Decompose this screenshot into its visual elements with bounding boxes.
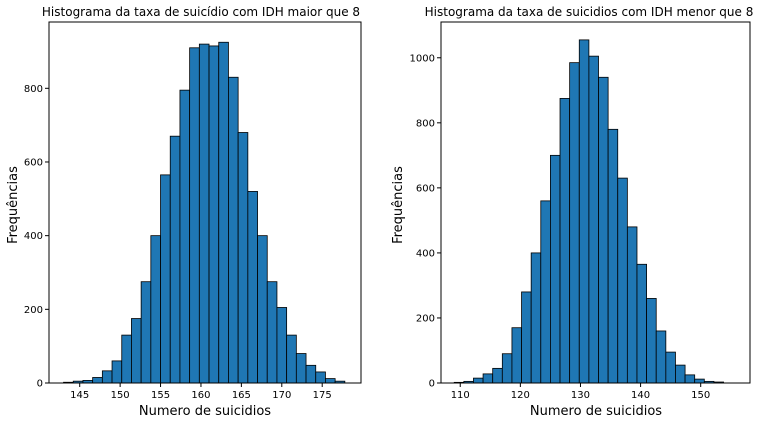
- y-tick-label: 200: [24, 305, 43, 316]
- histogram-bar: [655, 330, 667, 384]
- chart-title: Histograma da taxa de suicídio com IDH m…: [42, 5, 360, 19]
- histogram-bar: [140, 281, 152, 384]
- histogram-bar: [511, 327, 522, 384]
- histogram-bar: [569, 62, 580, 384]
- histogram-bar: [286, 334, 297, 384]
- histogram-bar: [473, 377, 484, 384]
- y-tick-label: 600: [416, 183, 435, 194]
- x-tick-label: 110: [451, 390, 470, 401]
- histogram-bar: [540, 200, 551, 384]
- histogram-bar: [325, 378, 336, 384]
- histogram-bar: [198, 43, 210, 384]
- chart-idh-menor: Histograma da taxa de suicidios com IDH …: [391, 5, 753, 419]
- histogram-bar: [646, 298, 657, 384]
- x-tick-label: 140: [631, 390, 650, 401]
- histogram-bar: [160, 174, 171, 384]
- histogram-bar: [247, 191, 258, 384]
- y-tick-label: 200: [416, 313, 435, 324]
- histogram-bar: [617, 177, 628, 384]
- histogram-bar: [237, 132, 249, 384]
- bars-group: [453, 39, 724, 384]
- x-tick-label: 145: [70, 390, 89, 401]
- histogram-bar: [189, 47, 200, 384]
- plot-frame: [48, 21, 362, 384]
- histogram-bar: [150, 235, 161, 384]
- chart-title: Histograma da taxa de suicidios com IDH …: [425, 5, 754, 19]
- histogram-bar: [550, 154, 561, 384]
- histogram-bar: [295, 353, 307, 384]
- histogram-bar: [684, 374, 696, 384]
- plot-frame: [440, 21, 751, 384]
- histogram-bar: [257, 235, 268, 384]
- x-tick-label: 150: [691, 390, 710, 401]
- x-tick-label: 170: [272, 390, 291, 401]
- x-axis-label: Numero de suicidios: [139, 404, 271, 419]
- histogram-bar: [315, 371, 326, 384]
- y-ticks: 0 200 400 600 800: [24, 84, 49, 390]
- histogram-bar: [588, 55, 599, 384]
- x-tick-label: 175: [313, 390, 332, 401]
- histogram-bar: [578, 39, 590, 384]
- histogram-bar: [501, 353, 513, 384]
- y-tick-label: 400: [416, 248, 435, 259]
- histogram-bar: [636, 263, 647, 384]
- histogram-bar: [598, 76, 609, 384]
- x-tick-label: 165: [232, 390, 251, 401]
- histogram-bar: [121, 334, 132, 384]
- histogram-bar: [665, 351, 676, 384]
- y-tick-label: 0: [429, 379, 435, 390]
- histogram-bar: [559, 98, 571, 384]
- histogram-bar: [179, 89, 191, 384]
- histogram-bar: [521, 291, 532, 384]
- histogram-bar: [305, 364, 317, 384]
- x-ticks: 110 120 130 140 150: [451, 383, 710, 401]
- y-tick-label: 800: [416, 118, 435, 129]
- x-tick-label: 155: [151, 390, 170, 401]
- chart-idh-maior: Histograma da taxa de suicídio com IDH m…: [6, 5, 362, 419]
- y-ticks: 0 200 400 600 800 1000: [410, 53, 441, 390]
- histogram-bar: [626, 226, 638, 384]
- histogram-bar: [276, 307, 288, 384]
- histogram-bar: [675, 364, 686, 384]
- y-axis-label: Frequências: [6, 166, 21, 244]
- y-axis-label: Frequências: [391, 166, 406, 244]
- y-tick-label: 1000: [410, 53, 435, 64]
- x-axis-label: Numero de suicidios: [530, 404, 662, 419]
- histogram-bar: [101, 370, 113, 384]
- histogram-bar: [607, 128, 619, 384]
- histogram-bar: [266, 281, 278, 384]
- x-tick-label: 130: [571, 390, 590, 401]
- y-tick-label: 400: [24, 231, 43, 242]
- histogram-bar: [482, 373, 494, 384]
- histogram-bar: [169, 135, 181, 384]
- histogram-bar: [208, 45, 220, 384]
- x-tick-label: 120: [511, 390, 530, 401]
- y-tick-label: 800: [24, 84, 43, 95]
- histogram-bar: [92, 377, 103, 384]
- histogram-bar: [131, 318, 142, 384]
- histogram-bar: [530, 252, 542, 384]
- y-tick-label: 600: [24, 157, 43, 168]
- x-tick-label: 160: [191, 390, 210, 401]
- histogram-bar: [111, 360, 123, 384]
- histogram-bar: [218, 41, 229, 384]
- x-tick-label: 150: [111, 390, 130, 401]
- x-ticks: 145 150 155 160 165 170 175: [70, 383, 332, 401]
- histogram-bar: [492, 367, 503, 384]
- histogram-bar: [694, 378, 705, 384]
- histogram-bar: [228, 76, 239, 384]
- y-tick-label: 0: [37, 379, 43, 390]
